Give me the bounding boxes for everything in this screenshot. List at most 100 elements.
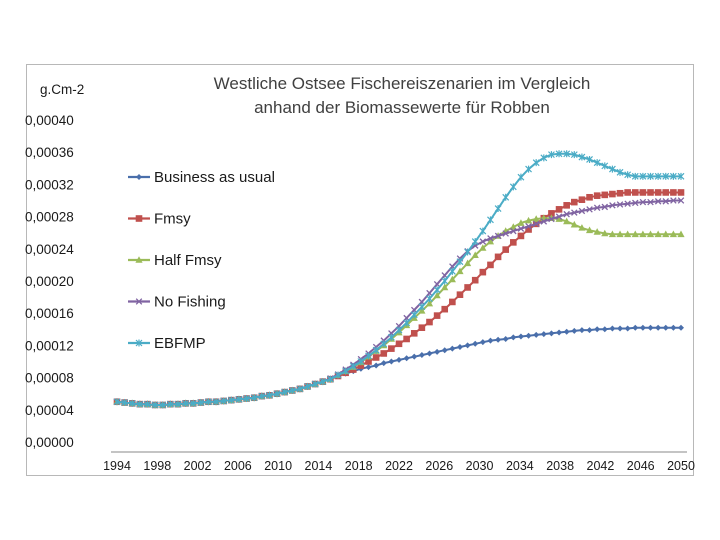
data-point — [532, 220, 540, 228]
data-point — [494, 253, 502, 261]
legend-marker — [135, 298, 143, 305]
data-point — [677, 189, 685, 196]
data-point — [425, 299, 434, 307]
data-point — [426, 318, 433, 326]
data-point — [548, 151, 555, 159]
data-point — [556, 329, 563, 336]
legend-item: Fmsy — [128, 211, 191, 228]
legend-label: Half Fmsy — [154, 252, 222, 269]
data-point — [563, 217, 571, 225]
x-tick-label: 2010 — [264, 459, 292, 473]
data-point — [548, 330, 555, 337]
data-point — [380, 360, 387, 367]
data-point — [159, 401, 167, 409]
data-point — [227, 396, 235, 404]
data-point — [395, 326, 403, 334]
data-point — [654, 189, 662, 196]
data-point — [121, 399, 129, 407]
data-point — [639, 324, 646, 331]
data-point — [403, 335, 410, 343]
data-point — [632, 199, 639, 207]
legend-item: Half Fmsy — [128, 252, 222, 269]
data-point — [502, 193, 510, 201]
data-point — [395, 340, 403, 348]
data-point — [441, 277, 449, 285]
data-point — [563, 202, 570, 209]
data-point — [342, 367, 350, 375]
data-point — [517, 173, 525, 181]
data-point — [662, 189, 670, 196]
data-point — [517, 333, 524, 340]
data-point — [479, 227, 487, 235]
data-point — [418, 303, 426, 311]
data-point — [563, 150, 571, 158]
data-point — [410, 330, 418, 337]
data-point — [387, 333, 395, 341]
data-point — [441, 347, 448, 354]
data-point — [433, 312, 441, 319]
data-point — [494, 205, 502, 213]
series-ebfmp — [113, 150, 685, 409]
data-point — [609, 190, 616, 198]
data-point — [502, 335, 509, 342]
data-point — [372, 354, 380, 361]
data-point — [524, 216, 533, 224]
data-point — [434, 348, 441, 355]
data-point — [608, 230, 617, 238]
y-tick-label: 0,00028 — [25, 210, 74, 225]
data-point — [456, 258, 464, 266]
data-point — [670, 189, 677, 196]
data-point — [654, 198, 662, 205]
data-point — [502, 246, 510, 253]
data-point — [617, 325, 624, 332]
data-point — [593, 159, 601, 167]
data-point — [510, 227, 517, 235]
data-point — [669, 172, 677, 180]
data-point — [464, 342, 471, 349]
data-point — [586, 193, 593, 201]
data-point — [655, 324, 662, 331]
data-point — [250, 394, 258, 402]
data-point — [616, 168, 624, 176]
data-point — [494, 232, 502, 240]
data-point — [532, 159, 540, 167]
data-point — [418, 306, 426, 314]
data-point — [365, 364, 372, 371]
data-point — [578, 207, 586, 215]
x-tick-label: 2022 — [385, 459, 413, 473]
data-point — [365, 352, 372, 360]
x-tick-label: 2030 — [466, 459, 494, 473]
data-point — [662, 172, 670, 180]
data-point — [113, 398, 121, 406]
data-point — [616, 230, 624, 238]
data-point — [624, 325, 631, 332]
data-point — [639, 172, 647, 180]
data-point — [486, 237, 495, 245]
data-point — [410, 311, 418, 319]
data-point — [639, 198, 647, 206]
data-point — [281, 388, 289, 396]
legend-marker — [135, 215, 143, 222]
data-point — [372, 346, 380, 354]
data-point — [563, 328, 570, 335]
x-tick-label: 1994 — [103, 459, 131, 473]
y-tick-label: 0,00004 — [25, 403, 74, 418]
data-point — [433, 286, 441, 294]
data-point — [608, 165, 616, 173]
data-point — [669, 230, 677, 238]
y-tick-label: 0,00040 — [25, 113, 74, 128]
legend-label: No Fishing — [154, 294, 226, 311]
data-point — [464, 248, 472, 256]
data-point — [631, 189, 639, 196]
data-point — [487, 235, 494, 242]
data-point — [601, 191, 609, 199]
data-point — [448, 267, 456, 275]
data-point — [578, 196, 586, 203]
data-point — [326, 375, 334, 383]
legend-label: Fmsy — [154, 211, 191, 228]
data-point — [311, 380, 319, 388]
data-point — [578, 153, 586, 161]
data-point — [479, 238, 487, 245]
data-point — [349, 362, 357, 370]
data-point — [388, 345, 395, 352]
